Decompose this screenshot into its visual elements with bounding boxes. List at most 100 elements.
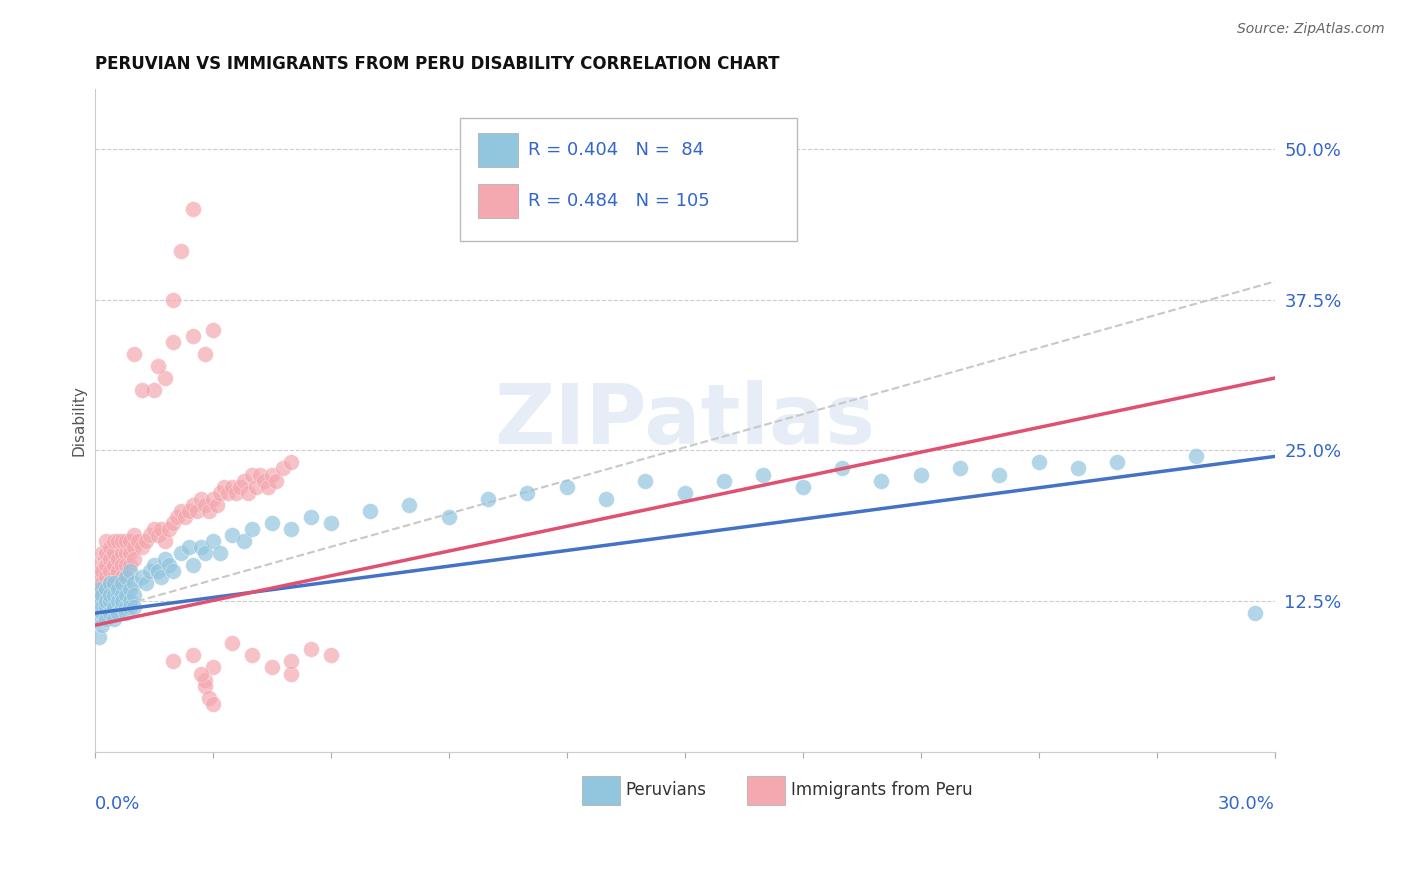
Point (205, 498, 228, 512)
Point (197, 690, 219, 705)
Point (217, 485, 239, 500)
Point (181, 648, 204, 663)
Point (122, 588, 145, 602)
FancyBboxPatch shape (478, 184, 519, 219)
Point (96, 582, 118, 596)
Point (1107, 455, 1129, 469)
Point (221, 528, 243, 542)
Point (240, 467, 263, 482)
Point (186, 504, 208, 518)
Point (236, 485, 259, 500)
Point (87, 570, 110, 584)
Point (87, 582, 110, 596)
Y-axis label: Disability: Disability (72, 384, 86, 456)
Point (155, 533, 177, 548)
Point (197, 504, 219, 518)
Point (240, 522, 263, 536)
Point (135, 533, 157, 548)
Point (177, 540, 200, 554)
Point (260, 467, 283, 482)
Text: 30.0%: 30.0% (1218, 795, 1275, 813)
Point (752, 467, 775, 482)
Point (162, 334, 184, 349)
Point (91, 576, 114, 591)
Point (111, 533, 134, 548)
Point (115, 600, 138, 615)
Point (260, 516, 283, 530)
Point (91, 546, 114, 560)
Point (792, 479, 814, 493)
Point (949, 461, 972, 475)
Point (122, 528, 145, 542)
Point (103, 588, 125, 602)
Point (115, 588, 138, 602)
Point (122, 600, 145, 615)
Point (118, 582, 141, 596)
Point (870, 474, 893, 488)
Point (319, 516, 342, 530)
Point (107, 552, 129, 566)
Point (91, 618, 114, 632)
Point (131, 383, 153, 397)
FancyBboxPatch shape (478, 133, 519, 167)
Point (194, 498, 217, 512)
Point (162, 564, 184, 578)
Point (107, 564, 129, 578)
Point (131, 540, 153, 554)
Text: Source: ZipAtlas.com: Source: ZipAtlas.com (1237, 22, 1385, 37)
Point (87, 631, 110, 645)
Point (174, 509, 197, 524)
Text: R = 0.404   N =  84: R = 0.404 N = 84 (527, 141, 704, 159)
Point (96, 570, 118, 584)
Point (157, 522, 180, 536)
Point (142, 558, 165, 572)
Point (209, 546, 232, 560)
Point (201, 323, 224, 337)
Point (115, 606, 138, 620)
Point (107, 576, 129, 591)
FancyBboxPatch shape (460, 119, 797, 241)
Point (194, 546, 217, 560)
Point (98, 564, 121, 578)
Point (214, 479, 236, 493)
Point (138, 528, 160, 542)
Point (170, 244, 193, 259)
Point (107, 594, 129, 608)
Point (131, 570, 153, 584)
Point (103, 558, 125, 572)
Point (595, 491, 617, 506)
Point (118, 564, 141, 578)
Point (98, 576, 121, 591)
Point (264, 474, 287, 488)
Point (150, 570, 173, 584)
Point (249, 467, 271, 482)
Point (103, 612, 125, 626)
Point (162, 516, 184, 530)
Point (87, 558, 110, 572)
Point (146, 564, 169, 578)
Point (91, 606, 114, 620)
Point (91, 582, 114, 596)
Point (240, 648, 263, 663)
Point (103, 533, 125, 548)
Point (280, 522, 302, 536)
Point (221, 479, 243, 493)
Point (155, 371, 177, 385)
Point (194, 347, 217, 361)
Point (245, 479, 267, 493)
Point (118, 594, 141, 608)
Point (299, 642, 322, 657)
Point (111, 594, 134, 608)
Point (138, 564, 160, 578)
Point (280, 655, 302, 669)
Point (256, 479, 278, 493)
Point (162, 293, 184, 307)
Point (988, 467, 1011, 482)
Point (142, 522, 165, 536)
Point (107, 588, 129, 602)
Point (98, 552, 121, 566)
Point (96, 600, 118, 615)
Point (111, 576, 134, 591)
Point (209, 485, 232, 500)
Point (280, 455, 302, 469)
